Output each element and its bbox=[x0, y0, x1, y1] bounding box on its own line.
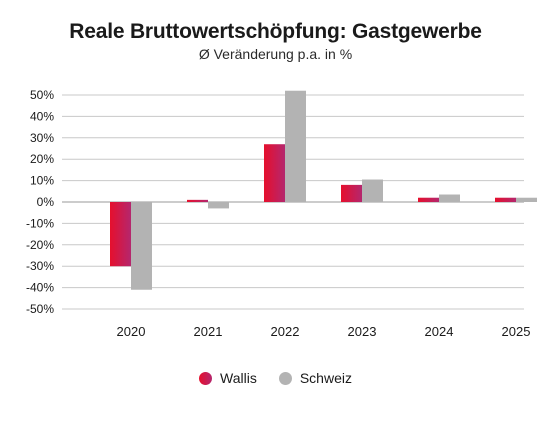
bar-schweiz-2021 bbox=[208, 202, 229, 209]
y-tick-label: -40% bbox=[26, 281, 54, 295]
bar-schweiz-2025 bbox=[516, 197, 537, 202]
legend-label-wallis: Wallis bbox=[220, 370, 257, 386]
bar-schweiz-2023 bbox=[362, 179, 383, 202]
bar-wallis-2022 bbox=[264, 144, 285, 202]
y-tick-label: -30% bbox=[26, 259, 54, 273]
y-tick-label: 20% bbox=[30, 152, 54, 166]
bar-wallis-2020 bbox=[110, 202, 131, 267]
x-tick-label: 2024 bbox=[425, 324, 454, 339]
chart-subtitle: Ø Veränderung p.a. in % bbox=[198, 46, 353, 62]
legend-item-wallis: Wallis bbox=[199, 370, 257, 386]
x-tick-label: 2023 bbox=[348, 324, 377, 339]
legend-swatch-wallis bbox=[199, 371, 213, 385]
y-tick-label: 50% bbox=[30, 88, 54, 102]
bar-wallis-2023 bbox=[341, 184, 362, 202]
x-tick-label: 2025 bbox=[502, 324, 531, 339]
x-tick-label: 2020 bbox=[117, 324, 146, 339]
y-tick-label: -50% bbox=[26, 302, 54, 316]
y-tick-label: -20% bbox=[26, 238, 54, 252]
legend: Wallis Schweiz bbox=[0, 370, 551, 386]
bar-wallis-2025 bbox=[495, 197, 516, 202]
y-tick-label: 30% bbox=[30, 131, 54, 145]
x-tick-label: 2021 bbox=[194, 324, 223, 339]
chart-title: Reale Bruttowertschöpfung: Gastgewerbe bbox=[69, 20, 482, 43]
x-tick-label: 2022 bbox=[271, 324, 300, 339]
y-tick-label: -10% bbox=[26, 216, 54, 230]
bar-wallis-2024 bbox=[418, 197, 439, 202]
bar-wallis-2021 bbox=[187, 199, 208, 202]
y-tick-label: 0% bbox=[37, 195, 55, 209]
bar-schweiz-2024 bbox=[439, 194, 460, 202]
legend-item-schweiz: Schweiz bbox=[278, 370, 352, 386]
y-tick-label: 10% bbox=[30, 174, 54, 188]
legend-label-schweiz: Schweiz bbox=[299, 370, 352, 386]
bar-schweiz-2020 bbox=[131, 202, 152, 290]
y-tick-label: 40% bbox=[30, 109, 54, 123]
legend-swatch-schweiz bbox=[278, 371, 292, 385]
bar-schweiz-2022 bbox=[285, 90, 306, 202]
